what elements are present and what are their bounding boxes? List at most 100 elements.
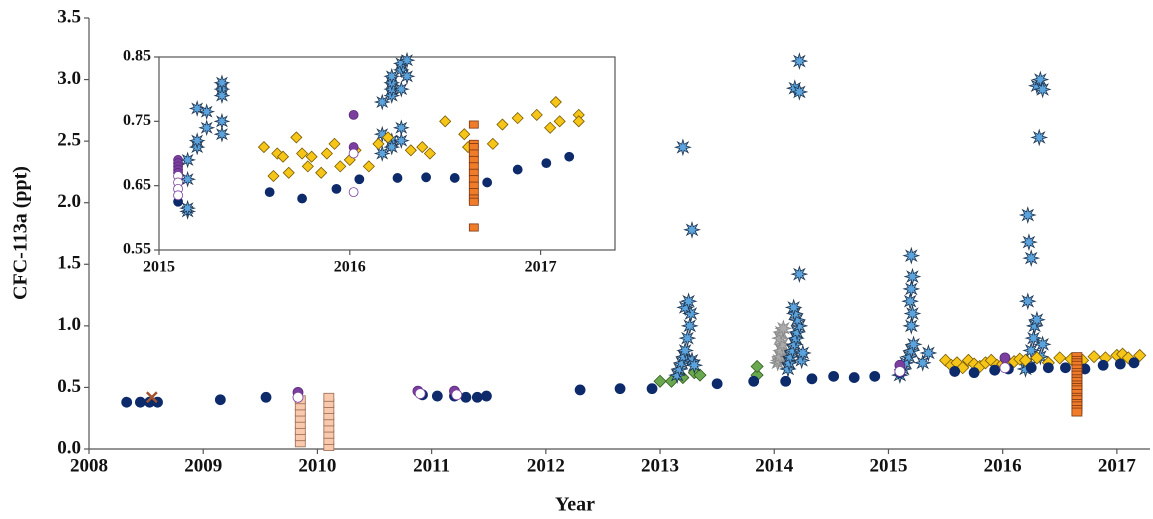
y-tick-label: 0.55 bbox=[123, 241, 151, 258]
point bbox=[331, 183, 342, 194]
point bbox=[482, 177, 493, 188]
point bbox=[416, 141, 429, 154]
x-tick-label: 2010 bbox=[298, 455, 336, 476]
point bbox=[1033, 80, 1052, 99]
point bbox=[903, 304, 922, 323]
point bbox=[541, 158, 552, 169]
point bbox=[902, 246, 921, 265]
y-tick-label: 1.5 bbox=[57, 253, 81, 274]
point bbox=[486, 137, 499, 150]
y-axis-label: CFC-113a (ppt) bbox=[10, 166, 32, 300]
point bbox=[188, 132, 206, 150]
point bbox=[530, 108, 543, 121]
point bbox=[574, 384, 586, 396]
point bbox=[664, 374, 679, 388]
point bbox=[999, 362, 1011, 374]
point bbox=[553, 115, 566, 128]
point bbox=[1020, 233, 1038, 252]
point bbox=[790, 265, 809, 284]
point bbox=[179, 199, 197, 217]
point bbox=[999, 352, 1011, 364]
point bbox=[348, 148, 359, 159]
point bbox=[451, 389, 463, 401]
point bbox=[869, 370, 881, 382]
x-tick-label: 2016 bbox=[334, 259, 366, 276]
point bbox=[471, 391, 483, 403]
point bbox=[949, 366, 961, 377]
point bbox=[919, 344, 938, 362]
point bbox=[354, 174, 365, 185]
point bbox=[683, 220, 701, 239]
point bbox=[680, 316, 699, 335]
point bbox=[188, 100, 206, 117]
point bbox=[646, 383, 658, 395]
point bbox=[1024, 329, 1043, 348]
x-tick-label: 2008 bbox=[70, 455, 108, 476]
point bbox=[901, 292, 920, 311]
point bbox=[968, 367, 980, 379]
point bbox=[676, 341, 695, 360]
y-tick-label: 0.75 bbox=[123, 112, 151, 129]
point bbox=[348, 110, 359, 120]
x-tick-label: 2016 bbox=[984, 455, 1022, 476]
point bbox=[572, 115, 585, 128]
point bbox=[423, 147, 436, 160]
point bbox=[305, 150, 318, 163]
point bbox=[903, 267, 922, 286]
point bbox=[1018, 292, 1037, 311]
point bbox=[780, 375, 792, 387]
point bbox=[828, 370, 840, 382]
y-tick-label: 2.5 bbox=[57, 130, 81, 151]
point bbox=[348, 187, 359, 198]
point bbox=[549, 95, 562, 109]
point bbox=[750, 359, 764, 374]
point bbox=[693, 368, 707, 382]
point bbox=[902, 279, 921, 298]
point bbox=[989, 364, 1001, 376]
point bbox=[748, 375, 760, 387]
y-tick-label: 0.85 bbox=[123, 48, 151, 65]
point bbox=[328, 137, 341, 150]
point bbox=[1128, 357, 1140, 369]
point bbox=[902, 316, 921, 335]
point bbox=[913, 353, 932, 372]
point bbox=[373, 93, 391, 111]
point bbox=[793, 344, 812, 362]
point bbox=[496, 118, 509, 131]
point bbox=[1071, 407, 1083, 417]
point bbox=[1060, 362, 1071, 374]
point bbox=[685, 356, 704, 375]
point bbox=[784, 298, 803, 317]
point bbox=[678, 329, 697, 348]
point bbox=[398, 51, 416, 69]
point bbox=[1042, 362, 1054, 374]
point bbox=[1033, 335, 1052, 354]
x-tick-label: 2017 bbox=[1098, 455, 1137, 476]
point bbox=[398, 67, 416, 85]
point bbox=[481, 390, 492, 402]
point bbox=[383, 67, 401, 85]
point bbox=[806, 373, 818, 385]
point bbox=[198, 119, 216, 137]
point bbox=[1030, 351, 1044, 365]
point bbox=[449, 173, 460, 183]
point bbox=[292, 391, 304, 403]
point bbox=[511, 112, 524, 125]
point bbox=[296, 147, 309, 160]
point bbox=[460, 391, 472, 403]
y-tick-label: 3.0 bbox=[57, 68, 81, 89]
point bbox=[282, 166, 295, 179]
x-tick-label: 2015 bbox=[143, 259, 175, 276]
point bbox=[1087, 350, 1101, 364]
y-tick-label: 1.0 bbox=[57, 314, 81, 335]
y-tick-label: 0.0 bbox=[57, 437, 81, 458]
point bbox=[257, 141, 271, 154]
point bbox=[372, 137, 385, 150]
point bbox=[544, 121, 557, 134]
y-tick-label: 3.5 bbox=[57, 6, 81, 27]
point bbox=[439, 115, 452, 128]
point bbox=[468, 120, 479, 129]
point bbox=[679, 292, 698, 311]
x-tick-label: 2011 bbox=[413, 455, 450, 476]
